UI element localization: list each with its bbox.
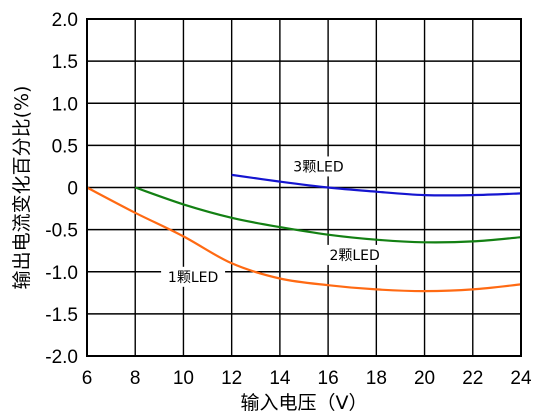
x-tick-labels: 6 8 10 12 14 16 18 20 22 24 bbox=[82, 368, 532, 389]
y-tick-2-0: 2.0 bbox=[52, 10, 78, 31]
x-tick-22: 22 bbox=[462, 368, 483, 389]
y-tick--2-0: -2.0 bbox=[45, 347, 78, 368]
series-line-3-led bbox=[231, 173, 522, 197]
x-tick-12: 12 bbox=[221, 368, 242, 389]
series-label-2-led: 2颗LED bbox=[329, 248, 379, 264]
series-labels: 1颗LED 2颗LED 3颗LED bbox=[161, 156, 387, 287]
x-tick-10: 10 bbox=[173, 368, 194, 389]
series-label-1-led-background bbox=[161, 266, 226, 287]
y-tick-labels: 2.0 1.5 1.0 0.5 0 -0.5 -1.0 -1.5 -2.0 bbox=[45, 10, 78, 368]
series-label-3-led-group: 3颗LED bbox=[286, 156, 351, 177]
series-line-2-led bbox=[134, 186, 522, 244]
y-tick-1-5: 1.5 bbox=[52, 52, 78, 73]
y-tick-0-5: 0.5 bbox=[52, 136, 78, 157]
x-axis-title: 输入电压（V） bbox=[241, 392, 368, 413]
x-tick-18: 18 bbox=[366, 368, 387, 389]
plot-frame bbox=[86, 18, 522, 357]
series-label-3-led: 3颗LED bbox=[293, 159, 343, 175]
x-tick-16: 16 bbox=[318, 368, 339, 389]
series-line-1-led bbox=[86, 186, 522, 293]
y-tick--1-0: -1.0 bbox=[45, 263, 78, 284]
series-lines bbox=[86, 173, 522, 293]
y-tick--1-5: -1.5 bbox=[45, 305, 78, 326]
y-axis-title: 输出电流变化百分比(%) bbox=[11, 86, 33, 290]
series-label-1-led: 1颗LED bbox=[168, 270, 218, 286]
x-tick-24: 24 bbox=[510, 368, 532, 389]
series-label-3-led-background bbox=[286, 156, 351, 177]
series-label-2-led-background bbox=[322, 244, 387, 265]
x-tick-8: 8 bbox=[130, 368, 141, 389]
series-label-2-led-group: 2颗LED bbox=[322, 244, 387, 265]
x-tick-6: 6 bbox=[82, 368, 93, 389]
x-tick-14: 14 bbox=[269, 368, 291, 389]
y-tick-0: 0 bbox=[67, 179, 78, 200]
series-label-1-led-group: 1颗LED bbox=[161, 266, 226, 287]
y-tick-1-0: 1.0 bbox=[52, 94, 78, 115]
y-tick--0-5: -0.5 bbox=[45, 221, 78, 242]
x-tick-20: 20 bbox=[414, 368, 435, 389]
